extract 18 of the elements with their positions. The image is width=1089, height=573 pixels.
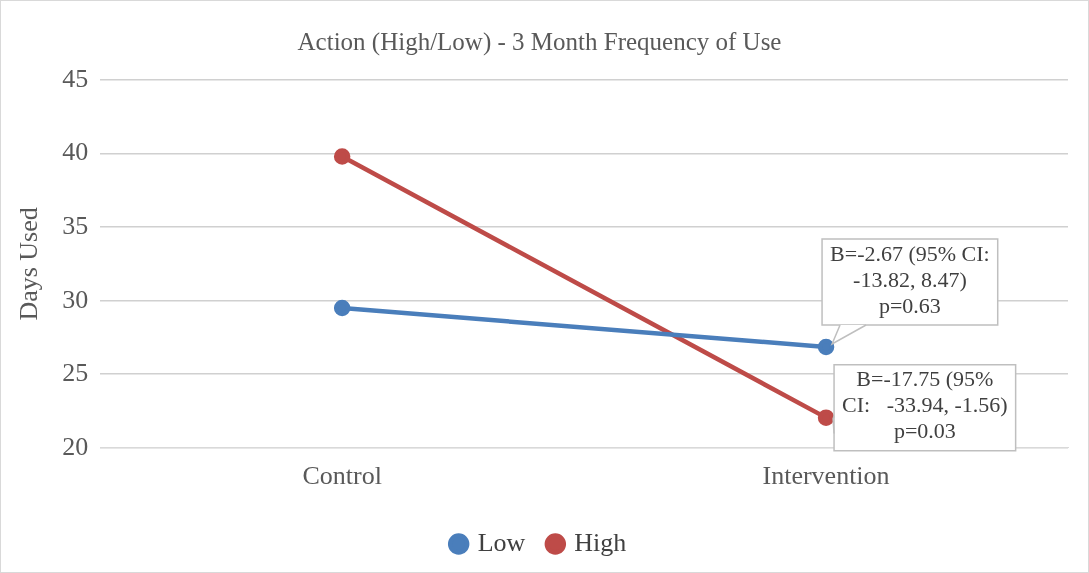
point — [333, 299, 351, 317]
point — [333, 148, 351, 165]
point — [817, 409, 835, 426]
annotation: B=-2.67 (95% CI: -13.82, 8.47) p=0.63 — [830, 240, 990, 318]
y-tick-label: 40 — [62, 137, 89, 167]
chart-title: Action (High/Low) - 3 Month Frequency of Use — [297, 27, 782, 56]
y-tick-label: 20 — [62, 431, 89, 461]
point — [817, 338, 835, 356]
y-tick-label: 35 — [62, 210, 89, 240]
legend-label: High — [574, 527, 627, 557]
y-tick-label: 45 — [62, 63, 89, 93]
x-tick-label: Intervention — [762, 461, 890, 491]
y-tick-label: 25 — [62, 358, 89, 388]
legend-label: Low — [477, 527, 526, 557]
annotation: B=-17.75 (95% CI: -33.94, -1.56) p=0.03 — [842, 366, 1008, 444]
y-axis-title: Days Used — [14, 207, 44, 321]
x-tick-label: Control — [302, 461, 382, 491]
y-tick-label: 30 — [62, 284, 89, 314]
